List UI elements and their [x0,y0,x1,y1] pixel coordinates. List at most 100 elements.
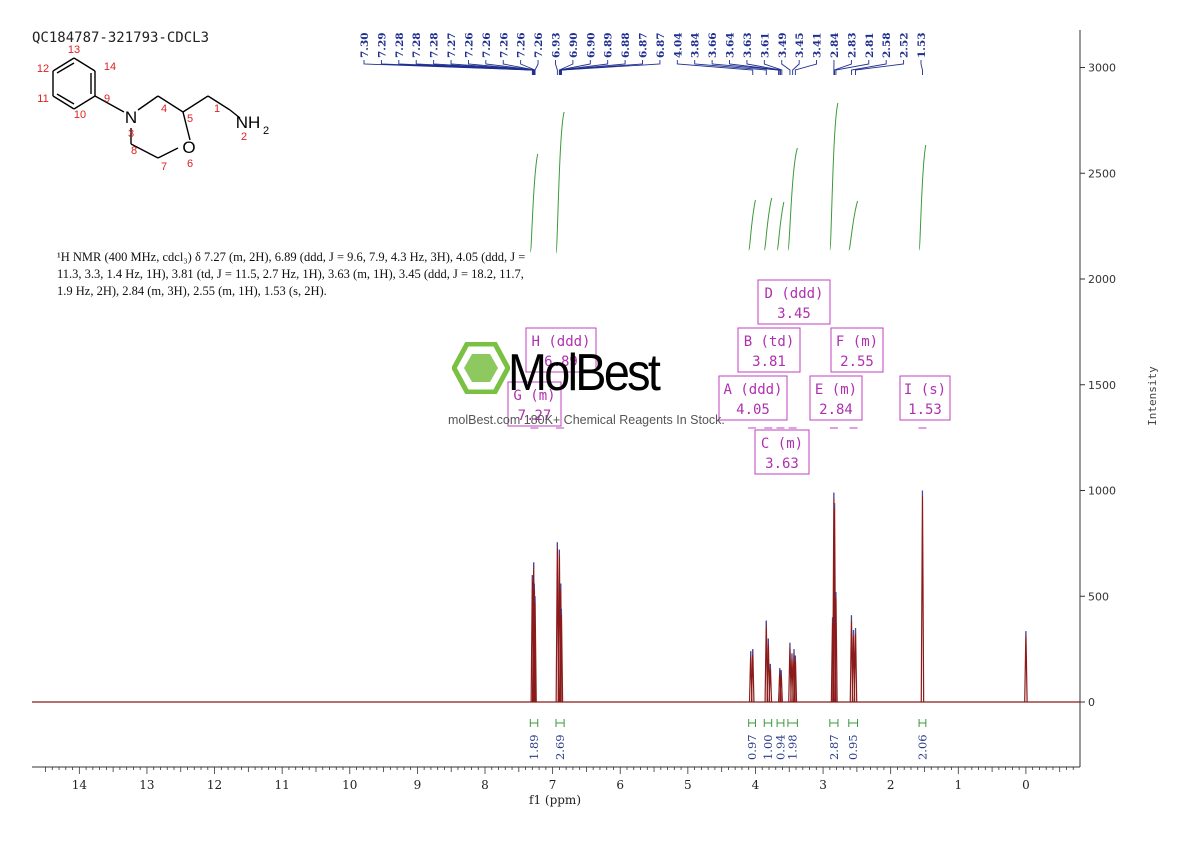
multiplet-shift: 1.53 [908,402,942,418]
multiplet-label: C (m) [761,436,803,452]
peak-label-leader [729,60,781,75]
peak-label-leader [834,60,852,75]
bond [207,95,231,111]
x-tick-label: 13 [139,778,154,792]
x-tick-label: 14 [72,778,88,792]
x-tick-label: 3 [819,778,827,792]
multiplet-shift: 2.55 [840,354,874,370]
peak-label: 6.90 [568,32,580,58]
integral-curve [763,197,773,251]
multiplet-label: H (ddd) [531,334,590,350]
atom-label: 5 [187,113,193,125]
bond-ring [73,95,96,110]
peak-label-leader [450,60,535,75]
peak-label: 7.26 [498,32,510,58]
peak-label-leader [855,60,905,75]
atom-label: 9 [104,93,110,105]
peak-label-leader [794,60,818,75]
y-tick-label: 1500 [1088,379,1116,392]
y-tick-label: 2500 [1088,167,1116,180]
bond [157,95,184,113]
x-tick-label: 10 [342,778,357,792]
atom-label: 3 [128,128,134,140]
peak-label: 3.41 [812,32,824,58]
x-tick-label: 1 [954,778,962,792]
x-tick-label: 2 [887,778,895,792]
integral-value: 2.69 [553,734,567,760]
x-tick-label: 0 [1022,778,1030,792]
peak-label-leader [694,60,767,75]
integral-value: 0.95 [846,734,860,760]
bond [182,95,209,113]
multiplet-shift: 4.05 [736,402,770,418]
peak-label: 6.88 [620,32,632,58]
peak-label: 6.89 [603,32,615,58]
atom-label: 13 [68,44,80,56]
multiplet-label: G (m) [513,388,555,404]
integral-curve [848,200,859,251]
multiplet-shift: 3.63 [765,456,799,472]
peak-label-leader [792,60,800,75]
integral-curve [829,102,839,251]
peak-label-leader [711,60,779,75]
nmr-description-line: 11.3, 3.3, 1.4 Hz, 1H), 3.81 (td, J = 11… [57,267,524,281]
multiplet-shift: 3.81 [752,354,786,370]
peak-label: 6.87 [638,32,650,58]
peak-label-leader [560,60,626,75]
integral-curve [787,147,798,251]
y-tick-label: 2000 [1088,273,1116,286]
peak-label: 3.66 [707,32,719,58]
peak-label: 2.84 [829,32,841,58]
y-tick-label: 3000 [1088,62,1116,75]
peak-label-leader [746,60,781,75]
bond-ring-double [56,62,75,74]
atom-label: NH [236,113,261,132]
atom-label: 2 [241,131,247,143]
x-tick-label: 4 [752,778,760,792]
multiplet-box [718,375,788,421]
peak-label-leader [559,60,609,75]
x-tick-label: 11 [275,778,290,792]
peak-label: 2.52 [899,32,911,58]
nmr-description: ¹H NMR (400 MHz, cdcl₃) δ 7.27 (m, 2H), … [57,249,617,300]
peak-label-leader [558,60,591,75]
peak-label: 7.26 [533,32,545,58]
atom-label: 12 [37,63,49,75]
peak-label: 6.87 [655,32,667,58]
sample-id: QC184787-321793-CDCL3 [32,30,210,46]
watermark-brand: MolBest [508,344,661,402]
peak-label: 3.49 [777,32,789,58]
integral-curve [555,111,565,254]
bond [94,95,125,113]
atom-label: 11 [37,93,48,105]
integral-curve [918,144,927,251]
y-tick-label: 500 [1088,590,1109,603]
atom-label: 14 [104,61,116,73]
multiplet-box [507,381,562,427]
y-tick-label: 1000 [1088,485,1116,498]
spectrum-peak [853,627,858,703]
peak-label: 7.28 [394,32,406,58]
integral-value: 1.00 [761,734,775,760]
multiplet-box [757,279,831,325]
peak-label: 2.81 [864,32,876,58]
x-tick-label: 12 [207,778,222,792]
bond [130,143,159,159]
multiplet-shift: 2.84 [819,402,853,418]
peak-label: 6.93 [550,32,562,58]
integral-value: 0.94 [773,734,787,760]
atom-label: 2 [263,125,269,137]
peak-label-leader [781,60,791,75]
peak-label-leader [555,60,558,75]
x-tick-label: 8 [481,778,489,792]
peak-label: 7.28 [429,32,441,58]
multiplet-shift: 7.27 [518,408,552,424]
multiplet-label: E (m) [815,382,857,398]
peak-label: 7.26 [481,32,493,58]
integral-value: 0.97 [745,734,759,760]
multiplet-box [830,327,884,373]
peak-label: 7.30 [359,32,371,58]
nmr-description-line: ¹H NMR (400 MHz, cdcl₃) δ 7.27 (m, 2H), … [57,250,526,264]
multiplet-box [754,429,810,475]
